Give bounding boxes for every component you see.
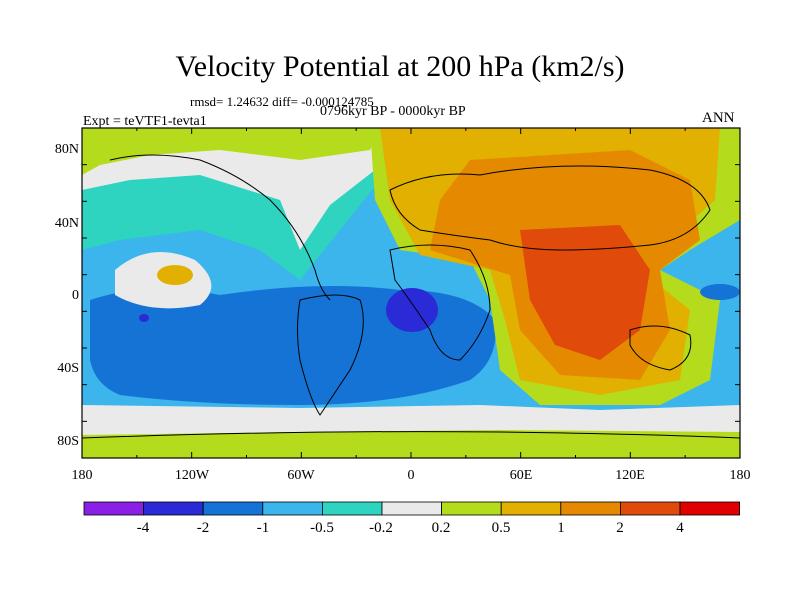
contour-field xyxy=(82,128,740,458)
colorbar-label: 0.5 xyxy=(491,520,511,536)
map-title: Velocity Potential at 200 hPa (km2/s) xyxy=(175,50,625,83)
colorbar-label: 2 xyxy=(616,520,624,536)
colorbar-box xyxy=(620,501,681,516)
lon-label-60e: 60E xyxy=(509,468,533,483)
colorbar-label: -0.5 xyxy=(310,520,334,536)
colorbar-label: 0.2 xyxy=(431,520,451,536)
coast-africa xyxy=(389,244,491,361)
coast-south-america xyxy=(297,294,364,416)
coast-eurasia xyxy=(389,165,711,251)
lon-label-120w: 120W xyxy=(174,468,210,483)
lon-label-180w: 180 xyxy=(71,468,93,483)
colorbar-box xyxy=(262,501,323,516)
colorbar-label: 1 xyxy=(557,520,565,536)
contour-blue-pacific xyxy=(700,284,740,300)
lon-label-120e: 120E xyxy=(615,468,645,483)
coast-australia xyxy=(629,325,692,371)
season-label: ANN xyxy=(702,110,735,126)
lon-label-0: 0 xyxy=(407,468,415,483)
colorbar-box xyxy=(321,501,383,516)
contour-green-north xyxy=(82,128,380,175)
coast-north-america xyxy=(109,154,331,301)
colorbar-label: -2 xyxy=(196,520,210,536)
colorbar-box xyxy=(83,501,144,516)
lat-label-40s: 40S xyxy=(57,361,79,376)
axis-ticks xyxy=(81,127,741,459)
colorbar-label: -0.2 xyxy=(369,520,393,536)
stats-label: rmsd= 1.24632 diff= -0.000124785 xyxy=(190,94,374,109)
lat-label-40n: 40N xyxy=(54,216,79,231)
colorbar-box xyxy=(441,501,502,516)
experiment-label: Expt = teVTF1-tevta1 xyxy=(83,114,207,129)
colorbar-box xyxy=(679,501,740,516)
colorbar-box xyxy=(202,501,264,516)
lat-label-80n: 80N xyxy=(54,142,79,157)
colorbar-box xyxy=(143,501,204,516)
contour-green-south xyxy=(82,430,740,458)
lat-label-0: 0 xyxy=(72,288,79,303)
colorbar-label: 4 xyxy=(676,520,684,536)
contour-yellow-pocket xyxy=(157,265,193,285)
colorbar-box xyxy=(560,501,621,516)
coastlines xyxy=(82,154,740,439)
lat-label-80s: 80S xyxy=(57,434,79,449)
colorbar-box xyxy=(381,501,442,516)
lon-label-60w: 60W xyxy=(287,468,315,483)
lon-label-180e: 180 xyxy=(729,468,751,483)
colorbar-label: -4 xyxy=(136,520,150,536)
colorbar xyxy=(83,501,740,516)
contour-darkblue-spot xyxy=(139,314,149,322)
coast-antarctica xyxy=(82,431,740,439)
colorbar-box xyxy=(500,501,562,516)
contour-red-core xyxy=(520,225,650,360)
period-label: 0796kyr BP - 0000kyr BP xyxy=(320,104,466,119)
contour-darkblue-core xyxy=(386,288,438,332)
colorbar-label: -1 xyxy=(256,520,270,536)
